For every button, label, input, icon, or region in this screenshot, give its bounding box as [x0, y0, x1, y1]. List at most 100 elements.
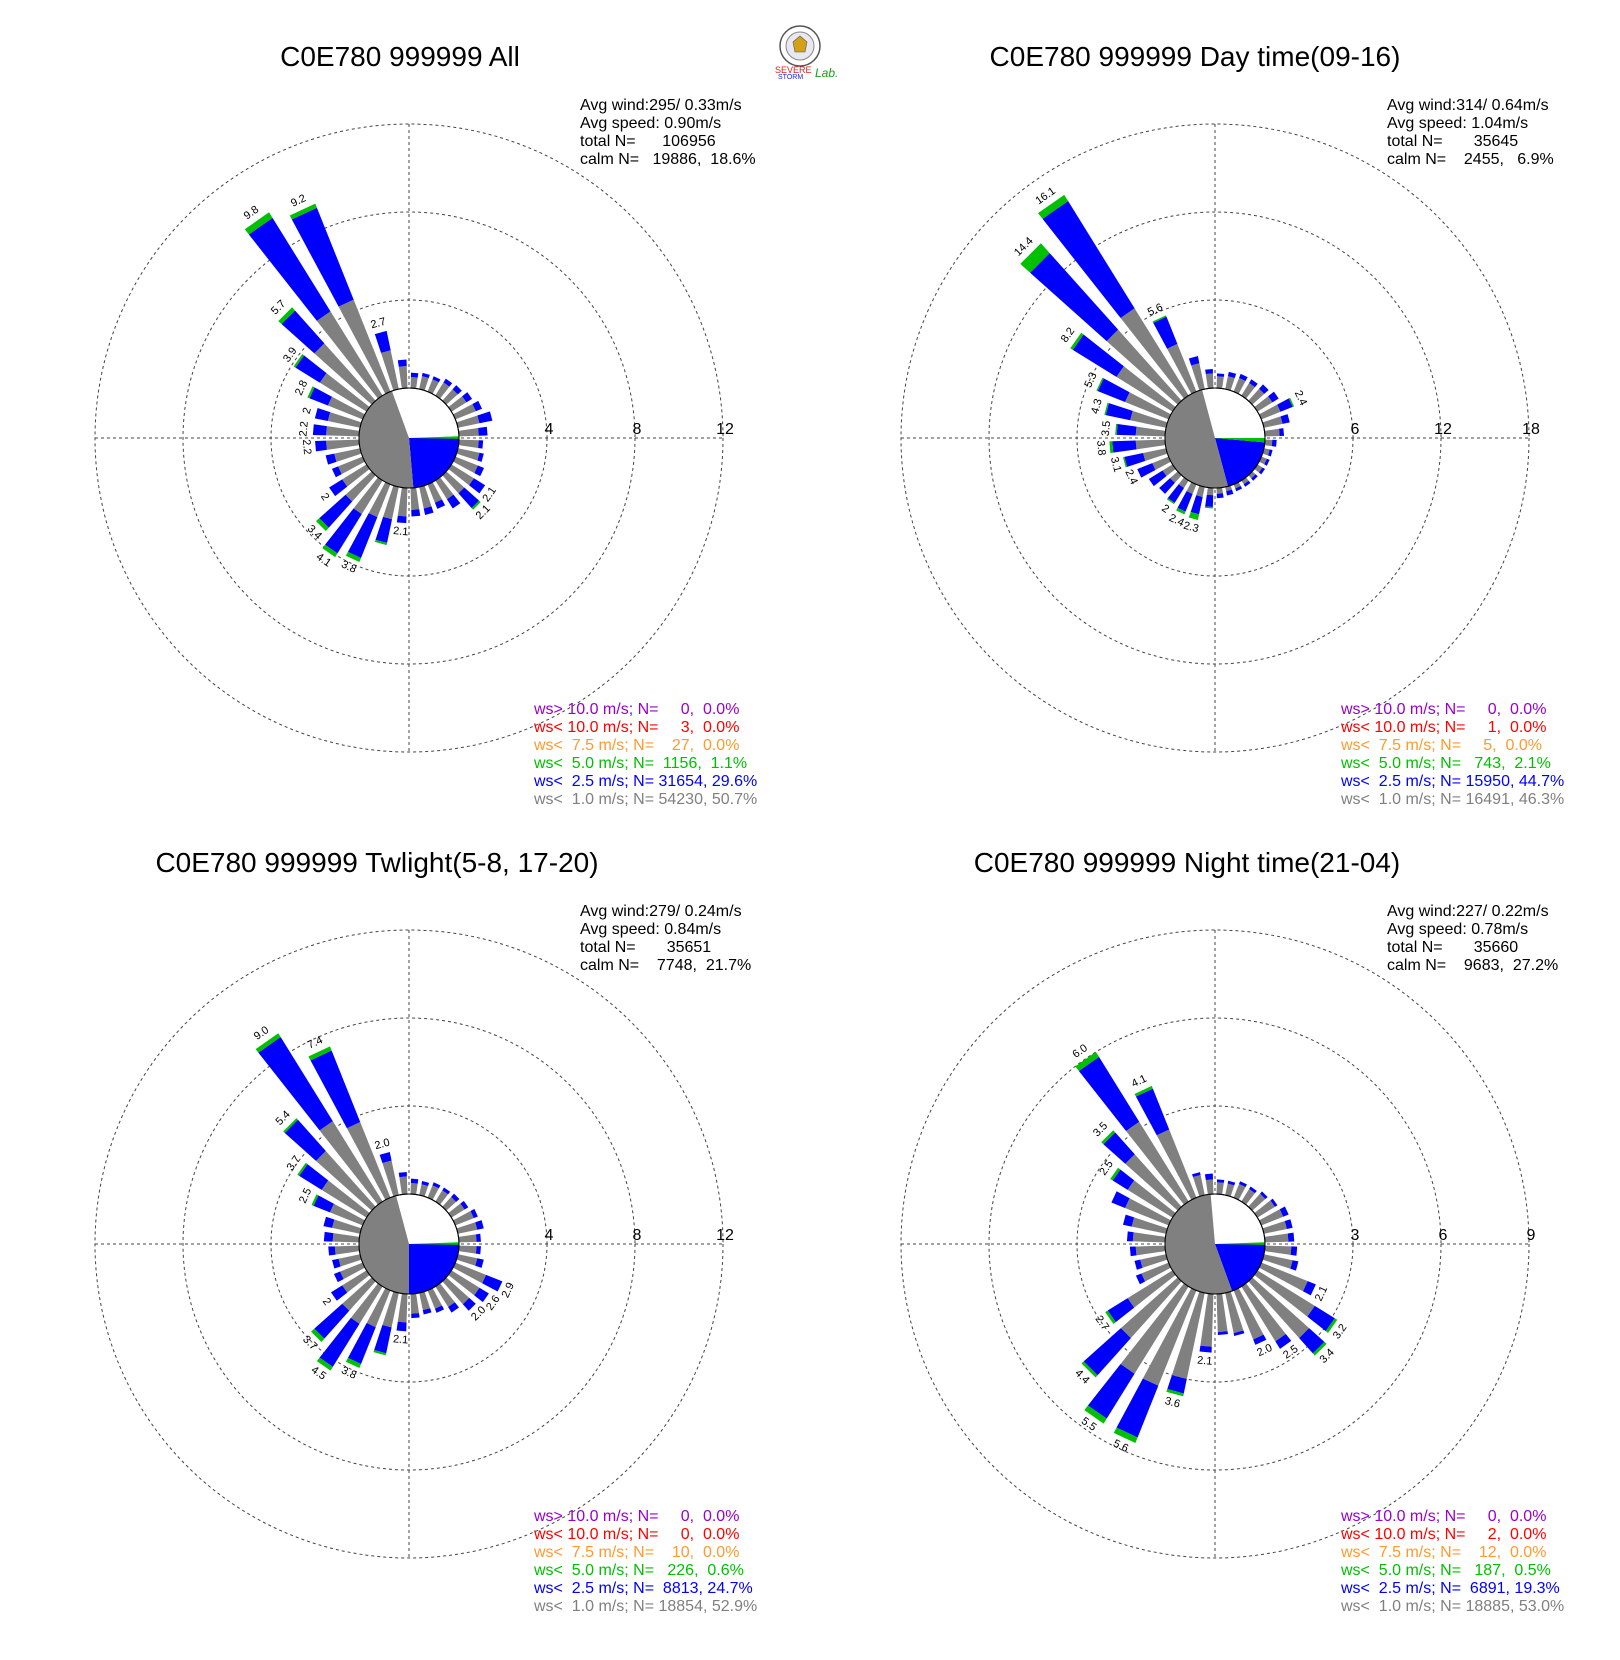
bar-segment-blue [314, 1303, 350, 1339]
bar-segment-gray [342, 1277, 376, 1311]
info-avg-speed: Avg speed: 1.04m/s [1387, 115, 1528, 132]
bar-segment-blue [1268, 391, 1279, 403]
bar-label: 2.2 [297, 421, 310, 437]
bar-segment-green [1325, 1318, 1338, 1333]
bar-segment-gray [1135, 1245, 1166, 1256]
bar-segment-blue [410, 372, 419, 378]
bar-segment-blue [1277, 398, 1293, 412]
calm-sector [1215, 1242, 1265, 1245]
bar-segment-gray [410, 377, 418, 389]
bar-segment-blue [411, 1313, 420, 1319]
bar-segment-gray [314, 343, 376, 405]
bar-segment-blue [434, 499, 446, 509]
bar-label: 3.7 [285, 1154, 304, 1173]
bar-segment-blue [1284, 1219, 1293, 1229]
legend-item-gt10: ws> 10.0 m/s; N= 0, 0.0% [533, 701, 739, 718]
bar-segment-gray [458, 1245, 477, 1254]
bar-segment-gray [1248, 1193, 1266, 1211]
bar-segment-blue [1233, 1330, 1245, 1337]
bar-segment-blue [1226, 489, 1234, 496]
bar-segment-gray [456, 1222, 478, 1234]
bar-segment-blue [1190, 495, 1203, 515]
legend-item-lt7-5: ws< 7.5 m/s; N= 12, 0.0% [1340, 1544, 1546, 1561]
bar-segment-blue [421, 1181, 430, 1187]
calm-circle-outline [1164, 1193, 1266, 1295]
bar-segment-gray [1152, 456, 1171, 470]
info-total-n: total N= 35651 [580, 939, 711, 956]
bar-segment-gray [1264, 428, 1280, 437]
bar-segment-blue [325, 453, 337, 465]
windrose-panel-daytime: C0E780 999999 Day time(09-16) Avg wind:3… [900, 41, 1564, 808]
ring-tick-label: 18 [1522, 421, 1540, 438]
ring-tick-label: 9 [1527, 1227, 1536, 1244]
bar-segment-blue [1129, 1246, 1137, 1257]
bar-segment-gray [397, 487, 408, 517]
bar-segment-blue [313, 1195, 334, 1213]
bar-segment-gray [458, 1234, 477, 1243]
bar-segment-gray [1205, 373, 1214, 389]
bar-segment-blue [329, 479, 348, 497]
bar-segment-gray [338, 456, 365, 475]
bar-segment-blue [330, 1285, 348, 1301]
bar-label: 6.0 [1070, 1042, 1089, 1061]
bar-label: 4.1 [1130, 1073, 1149, 1090]
bar-segment-gray [381, 350, 399, 391]
bar-segment-gray [419, 1291, 431, 1311]
bar-segment-green [1084, 1405, 1107, 1424]
legend-item-lt1: ws< 1.0 m/s; N= 18854, 52.9% [533, 1598, 757, 1615]
bar-segment-gray [1167, 343, 1197, 394]
bar-segment-gray [1127, 1270, 1176, 1308]
bar-segment-gray [321, 1180, 370, 1218]
bar-segment-blue [1204, 1173, 1213, 1180]
bar-segment-gray [410, 487, 420, 510]
ring-tick-label: 8 [633, 1227, 642, 1244]
bar-segment-blue [460, 1200, 469, 1210]
bar-segment-gray [453, 456, 478, 474]
bar-segment-gray [1264, 439, 1273, 447]
bar-segment-blue [423, 506, 434, 515]
bar-segment-blue [331, 466, 342, 478]
bar-segment-green [373, 1350, 387, 1356]
info-total-n: total N= 106956 [580, 133, 716, 150]
bar-segment-blue [1205, 368, 1213, 374]
bar-segment-gray [1233, 377, 1246, 394]
bar-segment-blue [310, 1050, 361, 1129]
bar-segment-gray [342, 464, 370, 487]
bar-segment-green [311, 1328, 325, 1342]
bar-segment-green [255, 1033, 281, 1053]
windrose-panel-all: C0E780 999999 All Avg wind:295/ 0.33m/s … [94, 41, 757, 808]
bar-segment-blue [1290, 1246, 1298, 1256]
bar-segment-blue [1249, 379, 1258, 388]
bar-segment-gray [327, 396, 365, 420]
bar-segment-blue [1124, 453, 1146, 467]
ring-tick-label: 8 [633, 421, 642, 438]
bar-segment-gray [1130, 410, 1168, 428]
bar-segment-blue [397, 359, 407, 367]
bar-label: 2.1 [392, 1333, 408, 1346]
ring-tick-label: 3 [1351, 1227, 1360, 1244]
bar-segment-blue [410, 1178, 419, 1184]
bar-segment-blue [1259, 384, 1269, 394]
bar-segment-gray [1120, 1283, 1189, 1374]
bar-segment-blue [284, 1119, 326, 1161]
panel-title: C0E780 999999 Day time(09-16) [990, 41, 1401, 72]
bar-segment-gray [382, 1291, 399, 1328]
bar-segment-green [1070, 332, 1084, 350]
bar-segment-blue [1303, 1281, 1316, 1296]
bar-segment-blue [314, 407, 331, 422]
bar-label: 3.9 [281, 345, 300, 364]
bar-label: 2.4 [1167, 512, 1186, 529]
bar-segment-gray [1259, 404, 1281, 420]
bar-segment-gray [1205, 1179, 1214, 1195]
calm-sector [1215, 438, 1265, 487]
bar-segment-blue [1097, 378, 1130, 403]
bar-segment-gray [1135, 426, 1166, 437]
bar-segment-gray [427, 1185, 439, 1200]
bar-segment-blue [1111, 1191, 1130, 1209]
info-avg-wind: Avg wind:279/ 0.24m/s [580, 903, 742, 920]
bar-segment-green [283, 1118, 298, 1133]
legend-item-gt10: ws> 10.0 m/s; N= 0, 0.0% [533, 1508, 739, 1525]
bar-label: 2.1 [1197, 1354, 1213, 1367]
legend-item-gt10: ws> 10.0 m/s; N= 0, 0.0% [1340, 1508, 1546, 1525]
